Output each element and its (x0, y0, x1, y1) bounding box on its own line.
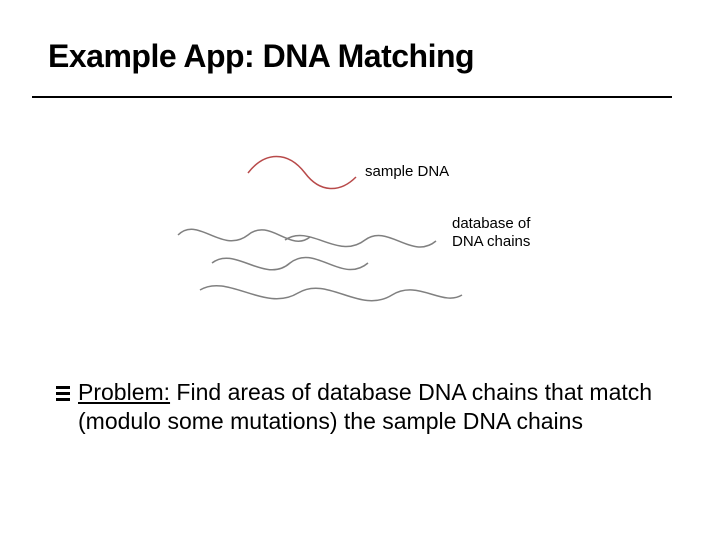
database-dna-curve (200, 286, 462, 301)
database-dna-label-line2: DNA chains (452, 233, 530, 250)
bullet-icon (54, 383, 72, 407)
dna-figure: sample DNA database of DNA chains (170, 145, 570, 330)
database-dna-curve (178, 229, 310, 241)
sample-dna-label: sample DNA (365, 163, 449, 180)
slide-title: Example App: DNA Matching (48, 38, 474, 75)
slide: Example App: DNA Matching sample DNA dat… (0, 0, 720, 540)
database-dna-curves (178, 229, 462, 301)
title-underline-rule (32, 96, 672, 98)
problem-lead: Problem: (78, 379, 170, 405)
database-dna-label-line1: database of (452, 215, 530, 232)
sample-dna-curve (248, 157, 356, 189)
problem-text: Problem: Find areas of database DNA chai… (78, 378, 674, 437)
database-dna-curve (285, 235, 436, 246)
database-dna-curve (212, 257, 368, 269)
problem-bullet: Problem: Find areas of database DNA chai… (54, 378, 674, 437)
